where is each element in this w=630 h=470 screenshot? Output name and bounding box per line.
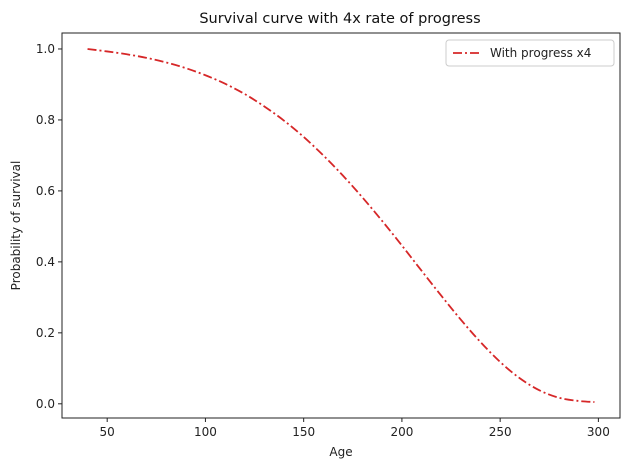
chart-title: Survival curve with 4x rate of progress [199,11,480,27]
y-axis-label: Probability of survival [9,161,23,291]
axis-ticks: 50 100 150 200 250 300 0.0 0.2 0.4 0.6 0.8 1.0 [36,42,610,439]
y-tick-label: 0.8 [36,113,55,127]
x-axis-label: Age [329,445,352,459]
y-tick-label: 0.6 [36,184,55,198]
legend-box [445,39,615,67]
x-tick-label: 250 [489,425,512,439]
legend: With progress x4 [445,39,615,67]
plot-frame [61,32,621,419]
series-line-with-progress-x4 [87,48,595,403]
legend-label: With progress x4 [490,46,591,60]
x-tick-label: 50 [100,425,115,439]
x-tick-label: 100 [194,425,217,439]
x-tick-label: 300 [587,425,610,439]
y-tick-label: 1.0 [36,42,55,56]
y-tick-label: 0.4 [36,255,55,269]
x-tick-label: 150 [292,425,315,439]
x-tick-label: 200 [390,425,413,439]
y-tick-label: 0.2 [36,326,55,340]
y-tick-label: 0.0 [36,397,55,411]
